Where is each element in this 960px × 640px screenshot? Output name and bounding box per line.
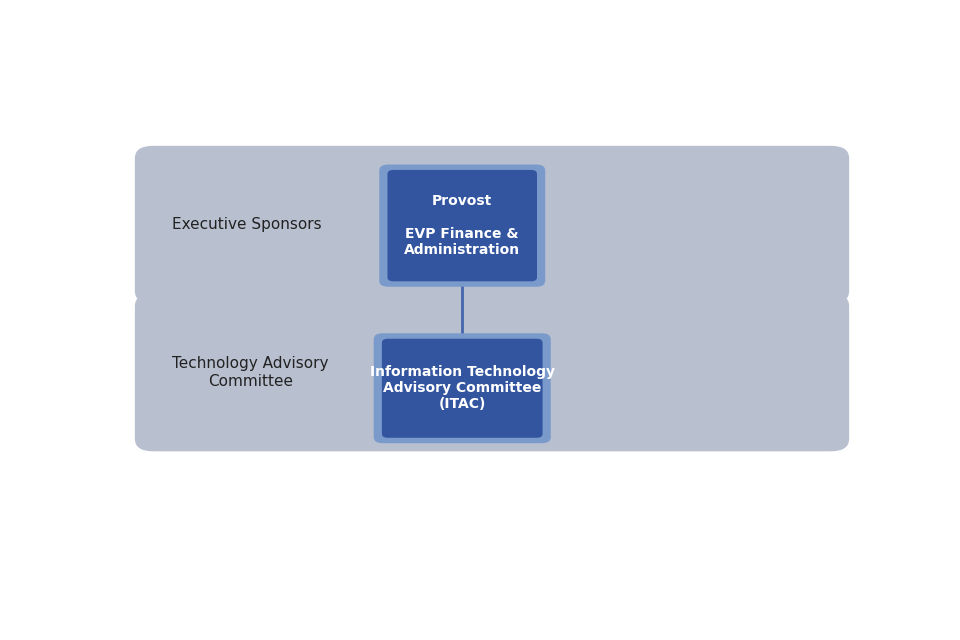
FancyBboxPatch shape: [373, 333, 551, 443]
Text: Provost

EVP Finance &
Administration: Provost EVP Finance & Administration: [404, 195, 520, 257]
Text: Technology Advisory
Committee: Technology Advisory Committee: [172, 356, 328, 388]
FancyBboxPatch shape: [134, 146, 850, 303]
FancyBboxPatch shape: [382, 339, 542, 438]
FancyBboxPatch shape: [388, 170, 537, 282]
Text: Information Technology
Advisory Committee
(ITAC): Information Technology Advisory Committe…: [370, 365, 555, 412]
FancyBboxPatch shape: [134, 294, 850, 451]
Text: Executive Sponsors: Executive Sponsors: [172, 217, 322, 232]
FancyBboxPatch shape: [379, 164, 545, 287]
